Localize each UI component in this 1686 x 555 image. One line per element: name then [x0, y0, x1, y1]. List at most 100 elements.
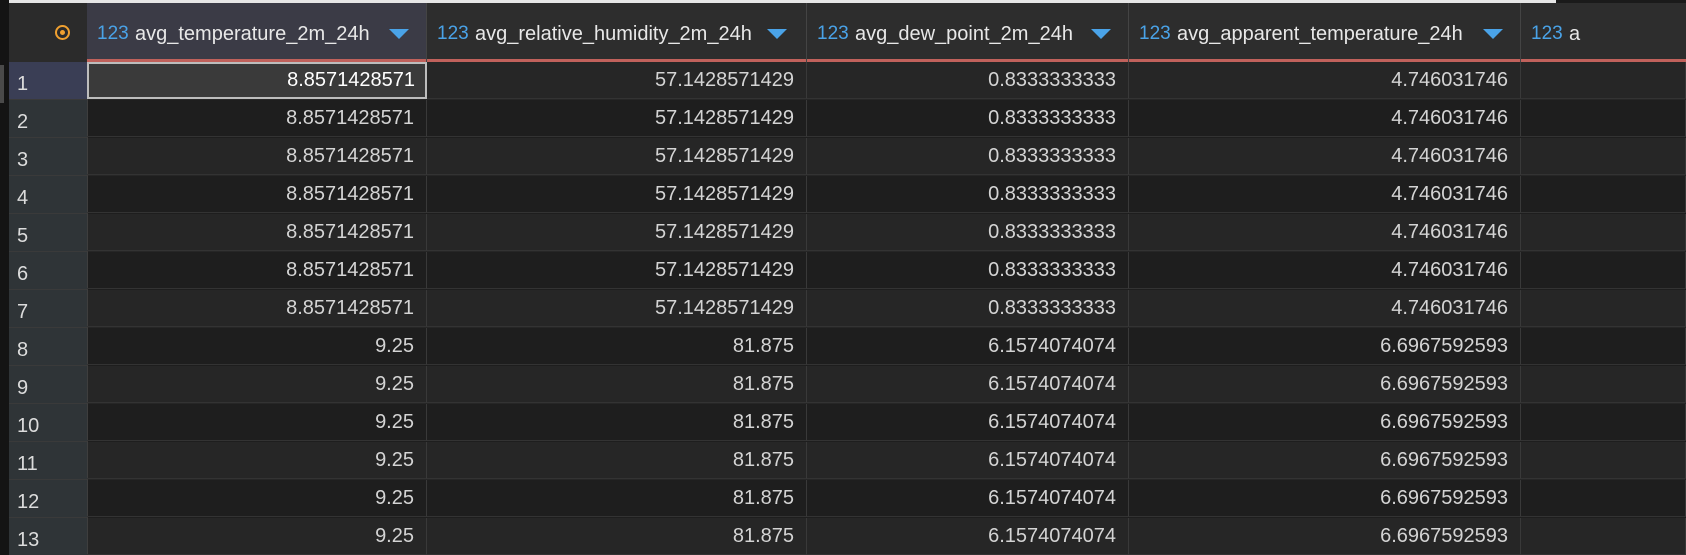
table-cell[interactable]: 9.25 — [87, 480, 427, 517]
table-cell[interactable]: 8.8571428571 — [87, 100, 427, 137]
table-cell[interactable] — [1521, 328, 1686, 365]
table-cell[interactable]: 0.8333333333 — [807, 62, 1129, 99]
table-cell[interactable]: 6.6967592593 — [1129, 518, 1521, 555]
row-number[interactable]: 1 — [9, 62, 88, 100]
table-cell[interactable] — [1521, 62, 1686, 99]
column-header-avg-relative-humidity[interactable]: 123 avg_relative_humidity_2m_24h — [427, 3, 807, 62]
table-row[interactable]: 11 9.25 81.875 6.1574074074 6.6967592593 — [9, 442, 1686, 480]
table-cell[interactable]: 8.8571428571 — [87, 290, 427, 327]
table-cell[interactable]: 9.25 — [87, 518, 427, 555]
table-row[interactable]: 10 9.25 81.875 6.1574074074 6.6967592593 — [9, 404, 1686, 442]
row-number[interactable]: 3 — [9, 138, 88, 176]
row-number[interactable]: 4 — [9, 176, 88, 214]
table-row[interactable]: 3 8.8571428571 57.1428571429 0.8333333333 4.… — [9, 138, 1686, 176]
table-cell[interactable]: 57.1428571429 — [427, 176, 807, 213]
table-cell[interactable]: 9.25 — [87, 404, 427, 441]
table-cell[interactable]: 6.1574074074 — [807, 518, 1129, 555]
table-cell[interactable]: 57.1428571429 — [427, 290, 807, 327]
row-number[interactable]: 13 — [9, 518, 88, 555]
column-header-avg-dew-point[interactable]: 123 avg_dew_point_2m_24h — [807, 3, 1129, 62]
table-cell[interactable]: 8.8571428571 — [87, 214, 427, 251]
table-cell[interactable]: 57.1428571429 — [427, 138, 807, 175]
table-row[interactable]: 1 8.8571428571 57.1428571429 0.8333333333 4.… — [9, 62, 1686, 100]
table-cell[interactable]: 0.8333333333 — [807, 252, 1129, 289]
table-cell[interactable]: 57.1428571429 — [427, 214, 807, 251]
sort-down-triangle-icon[interactable] — [1091, 29, 1111, 39]
table-cell[interactable]: 9.25 — [87, 442, 427, 479]
table-cell[interactable] — [1521, 290, 1686, 327]
row-number[interactable]: 12 — [9, 480, 88, 518]
table-cell[interactable]: 6.6967592593 — [1129, 328, 1521, 365]
table-cell[interactable]: 81.875 — [427, 404, 807, 441]
table-cell[interactable]: 8.8571428571 — [87, 138, 427, 175]
table-cell[interactable]: 0.8333333333 — [807, 290, 1129, 327]
table-cell[interactable]: 6.6967592593 — [1129, 404, 1521, 441]
table-cell[interactable] — [1521, 366, 1686, 403]
table-row[interactable]: 5 8.8571428571 57.1428571429 0.8333333333 4.… — [9, 214, 1686, 252]
table-row[interactable]: 12 9.25 81.875 6.1574074074 6.6967592593 — [9, 480, 1686, 518]
table-cell[interactable]: 6.1574074074 — [807, 366, 1129, 403]
table-cell[interactable]: 8.8571428571 — [87, 252, 427, 289]
table-row[interactable]: 4 8.8571428571 57.1428571429 0.8333333333 4.… — [9, 176, 1686, 214]
table-cell[interactable] — [1521, 404, 1686, 441]
column-header-avg-apparent-temperature[interactable]: 123 avg_apparent_temperature_24h — [1129, 3, 1521, 62]
table-cell[interactable]: 8.8571428571 — [87, 62, 427, 99]
table-row[interactable]: 7 8.8571428571 57.1428571429 0.8333333333 4.… — [9, 290, 1686, 328]
table-cell[interactable]: 57.1428571429 — [427, 62, 807, 99]
table-cell[interactable]: 9.25 — [87, 366, 427, 403]
table-cell[interactable] — [1521, 442, 1686, 479]
sort-down-triangle-icon[interactable] — [1483, 29, 1503, 39]
table-row[interactable]: 8 9.25 81.875 6.1574074074 6.6967592593 — [9, 328, 1686, 366]
column-header-partial[interactable]: 123 a — [1521, 3, 1686, 62]
table-cell[interactable]: 81.875 — [427, 442, 807, 479]
table-cell[interactable] — [1521, 138, 1686, 175]
table-cell[interactable]: 57.1428571429 — [427, 100, 807, 137]
table-row[interactable]: 2 8.8571428571 57.1428571429 0.8333333333 4.… — [9, 100, 1686, 138]
row-number[interactable]: 8 — [9, 328, 88, 366]
row-number[interactable]: 9 — [9, 366, 88, 404]
table-row[interactable]: 9 9.25 81.875 6.1574074074 6.6967592593 — [9, 366, 1686, 404]
table-cell[interactable] — [1521, 100, 1686, 137]
record-circle-icon[interactable] — [55, 25, 70, 40]
row-number[interactable]: 11 — [9, 442, 88, 480]
table-cell[interactable] — [1521, 214, 1686, 251]
table-cell[interactable]: 4.746031746 — [1129, 214, 1521, 251]
table-cell[interactable]: 0.8333333333 — [807, 100, 1129, 137]
table-cell[interactable]: 81.875 — [427, 366, 807, 403]
table-cell[interactable]: 6.1574074074 — [807, 442, 1129, 479]
table-cell[interactable] — [1521, 176, 1686, 213]
table-cell[interactable]: 0.8333333333 — [807, 138, 1129, 175]
table-cell[interactable]: 81.875 — [427, 328, 807, 365]
table-row[interactable]: 6 8.8571428571 57.1428571429 0.8333333333 4.… — [9, 252, 1686, 290]
table-cell[interactable]: 6.6967592593 — [1129, 366, 1521, 403]
table-cell[interactable]: 6.1574074074 — [807, 328, 1129, 365]
row-number[interactable]: 2 — [9, 100, 88, 138]
table-row[interactable]: 13 9.25 81.875 6.1574074074 6.6967592593 — [9, 518, 1686, 555]
row-number[interactable]: 10 — [9, 404, 88, 442]
table-cell[interactable]: 4.746031746 — [1129, 176, 1521, 213]
table-cell[interactable]: 81.875 — [427, 518, 807, 555]
table-cell[interactable]: 4.746031746 — [1129, 138, 1521, 175]
sort-down-triangle-icon[interactable] — [767, 29, 787, 39]
table-cell[interactable] — [1521, 480, 1686, 517]
column-header-avg-temperature[interactable]: 123 avg_temperature_2m_24h — [87, 3, 427, 62]
table-cell[interactable]: 6.6967592593 — [1129, 442, 1521, 479]
table-cell[interactable]: 4.746031746 — [1129, 62, 1521, 99]
table-cell[interactable]: 57.1428571429 — [427, 252, 807, 289]
table-cell[interactable]: 9.25 — [87, 328, 427, 365]
table-cell[interactable]: 6.6967592593 — [1129, 480, 1521, 517]
table-cell[interactable]: 4.746031746 — [1129, 290, 1521, 327]
row-number[interactable]: 5 — [9, 214, 88, 252]
table-cell[interactable]: 6.1574074074 — [807, 480, 1129, 517]
table-cell[interactable]: 4.746031746 — [1129, 100, 1521, 137]
table-cell[interactable]: 0.8333333333 — [807, 214, 1129, 251]
table-cell[interactable]: 0.8333333333 — [807, 176, 1129, 213]
table-cell[interactable]: 6.1574074074 — [807, 404, 1129, 441]
row-number[interactable]: 7 — [9, 290, 88, 328]
row-number[interactable]: 6 — [9, 252, 88, 290]
table-cell[interactable] — [1521, 518, 1686, 555]
table-cell[interactable]: 8.8571428571 — [87, 176, 427, 213]
table-cell[interactable]: 4.746031746 — [1129, 252, 1521, 289]
select-all-corner[interactable] — [9, 3, 88, 62]
sort-down-triangle-icon[interactable] — [389, 29, 409, 39]
